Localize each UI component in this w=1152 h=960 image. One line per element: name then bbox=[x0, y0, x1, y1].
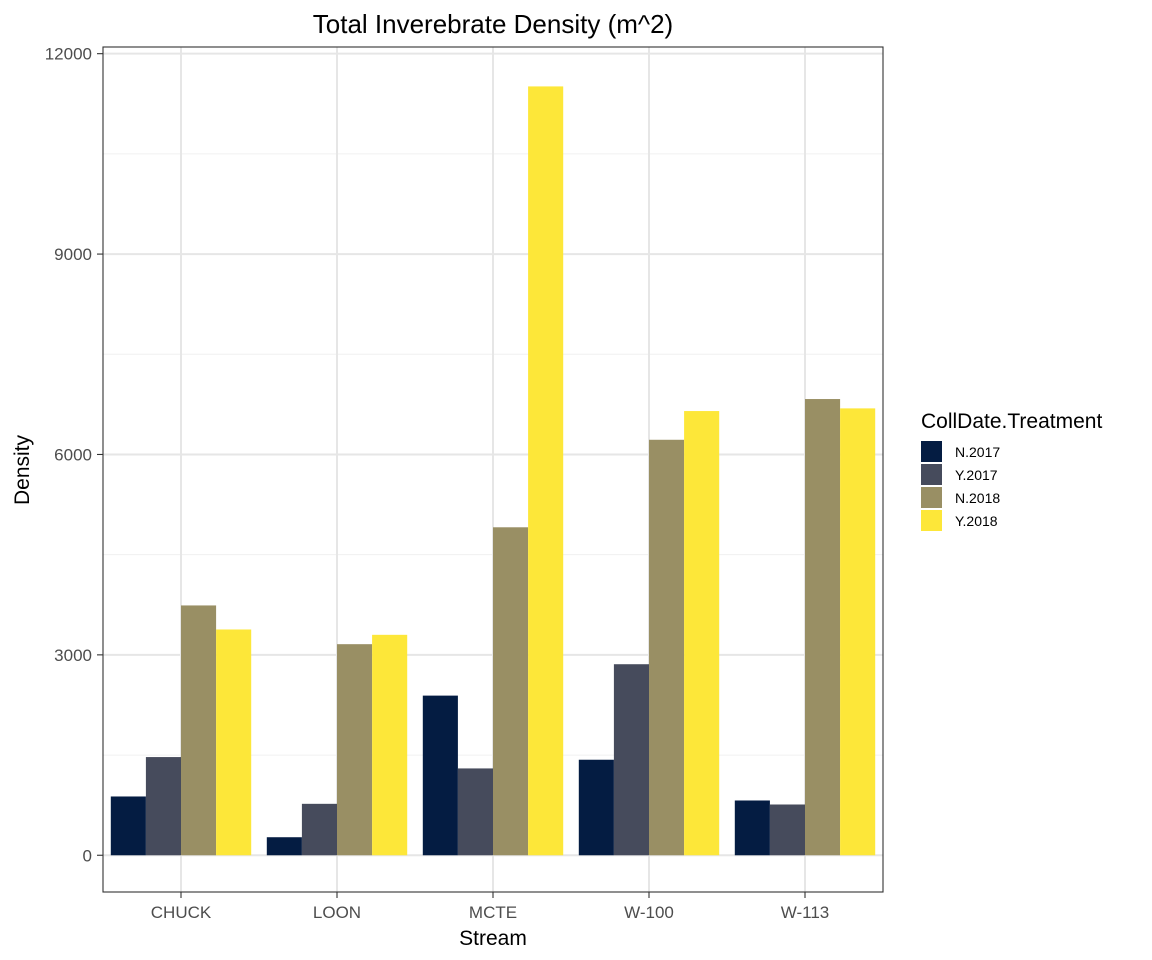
legend-label: Y.2017 bbox=[955, 467, 998, 483]
x-tick-label: W-113 bbox=[781, 903, 830, 922]
bar-w-113-y-2018 bbox=[840, 408, 876, 856]
bar-chuck-n-2017 bbox=[110, 796, 146, 856]
bar-chuck-y-2017 bbox=[145, 757, 181, 856]
bar-w-100-y-2018 bbox=[684, 411, 720, 856]
x-tick-label: W-100 bbox=[624, 903, 674, 922]
y-tick-label: 3000 bbox=[54, 646, 92, 665]
bar-mcte-n-2018 bbox=[493, 527, 529, 856]
bar-chuck-n-2018 bbox=[181, 605, 217, 856]
bar-mcte-n-2017 bbox=[422, 695, 458, 856]
x-axis: CHUCK LOON MCTE W-100 W-113 bbox=[151, 892, 829, 922]
bar-w-113-n-2018 bbox=[805, 399, 841, 856]
bar-loon-y-2017 bbox=[301, 803, 337, 856]
y-tick-label: 9000 bbox=[54, 245, 92, 264]
x-axis-title: Stream bbox=[459, 927, 527, 950]
bar-w-100-n-2018 bbox=[649, 439, 685, 856]
y-tick-label: 12000 bbox=[45, 45, 92, 64]
bar-w-113-n-2017 bbox=[734, 800, 770, 856]
bar-w-100-n-2017 bbox=[578, 759, 614, 856]
legend: CollDate.Treatment N.2017 Y.2017 N.2018 Y.2… bbox=[921, 410, 1102, 531]
bar-w-100-y-2017 bbox=[613, 664, 649, 856]
bar-loon-n-2018 bbox=[337, 644, 373, 856]
bar-loon-n-2017 bbox=[266, 837, 302, 856]
y-tick-label: 0 bbox=[83, 846, 92, 865]
legend-title: CollDate.Treatment bbox=[921, 410, 1102, 433]
legend-swatch bbox=[921, 487, 942, 508]
legend-label: N.2017 bbox=[955, 444, 1000, 460]
bar-mcte-y-2018 bbox=[528, 86, 564, 856]
bar-chuck-y-2018 bbox=[216, 629, 252, 856]
x-tick-label: MCTE bbox=[469, 903, 517, 922]
legend-swatch bbox=[921, 441, 942, 462]
legend-swatch bbox=[921, 510, 942, 531]
y-axis-title: Density bbox=[11, 434, 34, 505]
legend-label: N.2018 bbox=[955, 490, 1000, 506]
x-tick-label: CHUCK bbox=[151, 903, 212, 922]
legend-label: Y.2018 bbox=[955, 513, 998, 529]
chart-title: Total Inverebrate Density (m^2) bbox=[313, 9, 673, 39]
y-tick-label: 6000 bbox=[54, 445, 92, 464]
x-tick-label: LOON bbox=[313, 903, 361, 922]
bar-mcte-y-2017 bbox=[457, 768, 493, 856]
bar-w-113-y-2017 bbox=[769, 804, 805, 856]
bar-loon-y-2018 bbox=[372, 634, 408, 856]
bars bbox=[110, 86, 876, 856]
y-axis: 0 3000 6000 9000 12000 bbox=[45, 45, 103, 865]
legend-swatch bbox=[921, 464, 942, 485]
